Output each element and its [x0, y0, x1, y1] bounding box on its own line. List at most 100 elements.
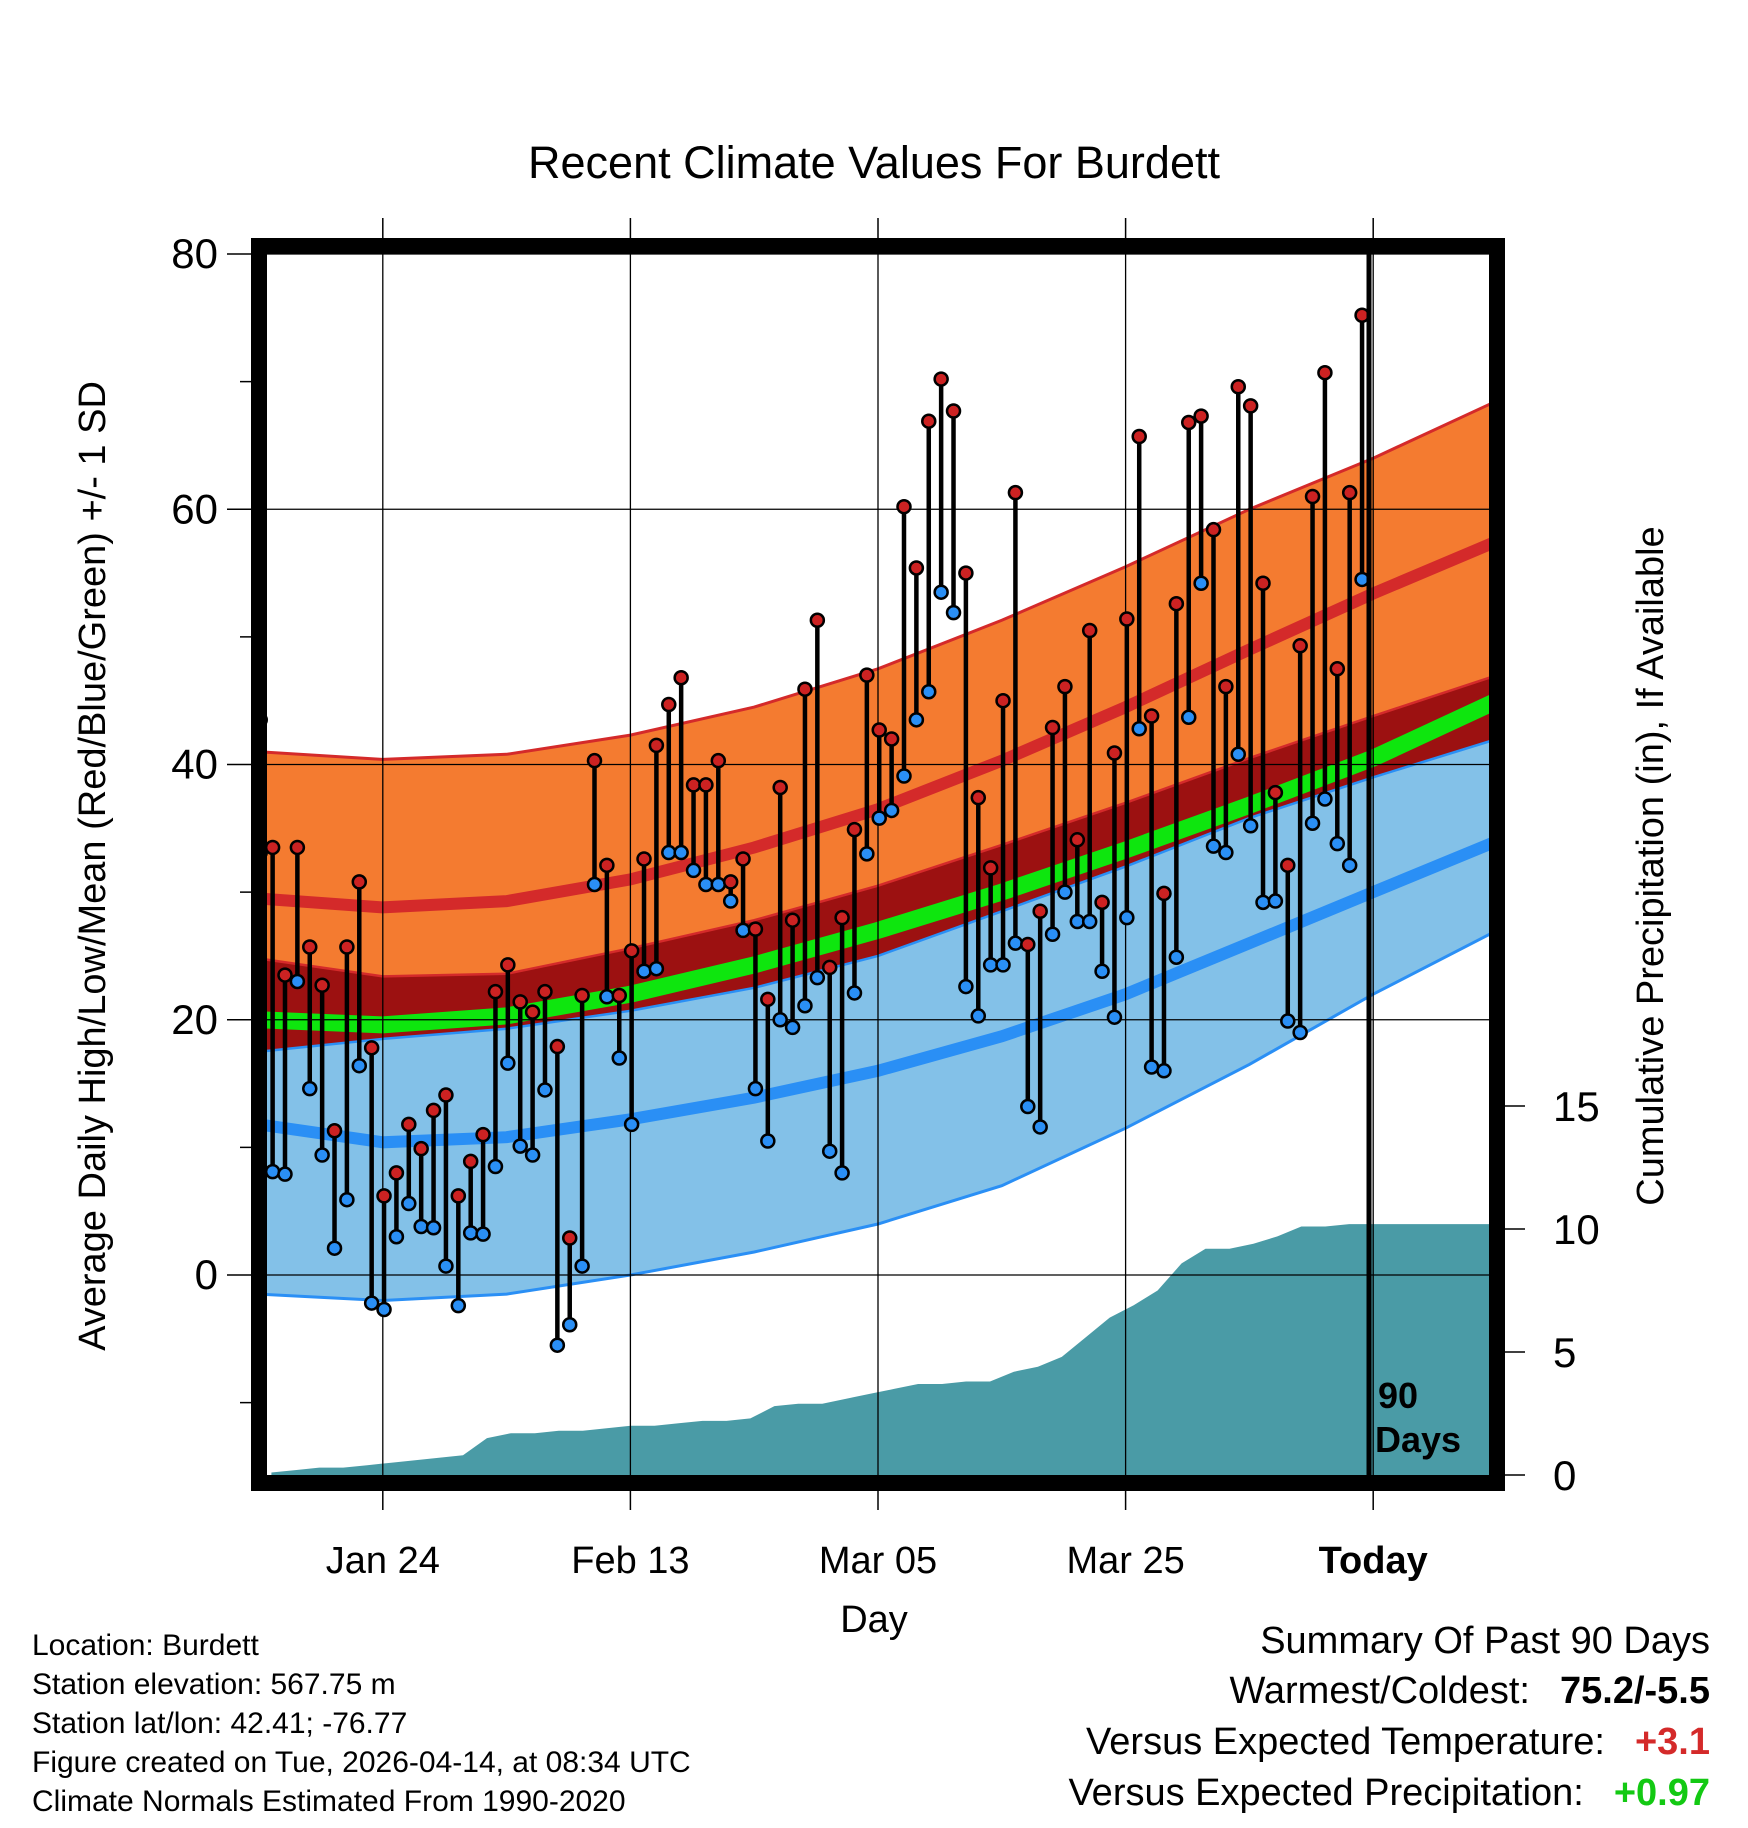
daily-high-point — [871, 722, 887, 738]
daily-low-point — [834, 1165, 850, 1181]
daily-low-point — [1069, 913, 1086, 930]
precip-area — [271, 1224, 1497, 1475]
daily-low-point — [846, 985, 863, 1001]
daily-low-point — [376, 1301, 392, 1318]
daily-low-point — [277, 1166, 293, 1182]
daily-high-point — [401, 1116, 417, 1133]
daily-high-point — [982, 860, 999, 876]
daily-high-point — [1106, 745, 1123, 761]
daily-low-point — [1044, 926, 1061, 942]
daily-high-point — [1081, 622, 1098, 639]
daily-low-point — [450, 1297, 467, 1314]
daily-low-point — [326, 1240, 343, 1256]
latlon-text: Station lat/lon: 42.41; -76.77 — [32, 1707, 408, 1740]
daily-high-point — [1069, 832, 1086, 848]
daily-high-point — [388, 1165, 405, 1181]
daily-low-point — [921, 684, 937, 700]
x-tick-label: Jan 24 — [326, 1540, 440, 1582]
daily-low-point — [1180, 709, 1197, 726]
daily-low-point — [401, 1195, 417, 1212]
daily-high-point — [289, 839, 306, 856]
daily-low-point — [1242, 818, 1259, 834]
daily-high-point — [661, 696, 677, 713]
y-axis-label: Average Daily High/Low/Mean (Red/Blue/Gr… — [72, 381, 114, 1351]
daily-high-point — [1329, 661, 1346, 677]
daily-low-point — [561, 1317, 578, 1333]
daily-low-point — [1094, 963, 1110, 980]
daily-low-point — [1255, 894, 1271, 911]
daily-high-point — [326, 1123, 343, 1139]
daily-high-point — [1218, 678, 1234, 695]
daily-high-point — [995, 692, 1011, 709]
daily-low-point — [388, 1228, 405, 1245]
summary-precip-row: Versus Expected Precipitation: +0.97 — [1068, 1772, 1710, 1823]
y2-tick-label: 0 — [1553, 1452, 1576, 1499]
daily-high-point — [784, 912, 801, 928]
daily-low-point — [611, 1050, 628, 1066]
daily-low-point — [1032, 1119, 1048, 1135]
summary-temp-row: Versus Expected Temperature: +3.1 — [1068, 1721, 1710, 1772]
daily-low-point — [1329, 835, 1346, 852]
daily-low-point — [1341, 857, 1358, 874]
daily-high-point — [1156, 885, 1172, 902]
daily-high-point — [475, 1126, 491, 1143]
daily-high-point — [524, 1004, 541, 1020]
daily-high-point — [561, 1230, 578, 1246]
temp-value: +3.1 — [1634, 1721, 1710, 1763]
daily-high-point — [425, 1102, 442, 1119]
daily-low-point — [821, 1143, 838, 1159]
daily-high-point — [1304, 488, 1321, 505]
daily-high-point — [413, 1140, 429, 1157]
y-tick-label: 40 — [171, 741, 218, 788]
daily-high-point — [1057, 678, 1073, 695]
daily-low-point — [1106, 1009, 1123, 1025]
daily-high-point — [797, 681, 813, 697]
daily-high-point — [859, 667, 875, 683]
daily-low-point — [760, 1133, 776, 1149]
daily-low-point — [995, 957, 1011, 973]
y-axis: 0 20 40 60 80 — [171, 230, 251, 1404]
daily-low-point — [735, 922, 751, 939]
daily-low-point — [648, 960, 665, 977]
daily-high-point — [1119, 611, 1135, 627]
daily-high-point — [1205, 521, 1222, 538]
daily-low-point — [524, 1147, 541, 1163]
y2-axis: 0 5 10 15 — [1505, 1083, 1600, 1499]
daily-high-point — [277, 967, 293, 983]
y-tick-label: 60 — [171, 485, 218, 532]
daily-high-point — [462, 1153, 479, 1170]
daily-low-point — [933, 584, 949, 600]
x-tick-label: Today — [1319, 1540, 1428, 1582]
daily-high-point — [698, 777, 714, 793]
daily-low-point — [1119, 909, 1135, 926]
daily-low-point — [1143, 1059, 1160, 1075]
daily-low-point — [1007, 935, 1024, 951]
daily-low-point — [302, 1080, 318, 1097]
daily-low-point — [1317, 791, 1333, 807]
summary-heading: Summary Of Past 90 Days — [1260, 1620, 1710, 1662]
daily-low-point — [314, 1147, 330, 1163]
daily-high-point — [623, 943, 640, 959]
daily-low-point — [487, 1158, 504, 1175]
precip-value: +0.97 — [1613, 1772, 1710, 1814]
daily-high-point — [896, 498, 912, 515]
daily-high-point — [1032, 903, 1048, 920]
station-info: Location: Burdett Station elevation: 567… — [32, 1626, 691, 1821]
daily-high-point — [883, 731, 900, 747]
temp-label: Versus Expected Temperature: — [1086, 1721, 1605, 1763]
precip-fill — [271, 1224, 1497, 1475]
daily-low-point — [623, 1116, 640, 1133]
daily-high-point — [1094, 894, 1110, 911]
daily-high-point — [574, 987, 590, 1004]
daily-low-point — [1292, 1024, 1308, 1041]
daily-high-point — [302, 939, 318, 955]
daily-low-point — [1304, 815, 1321, 831]
daily-high-point — [747, 921, 764, 937]
summary-panel: Summary Of Past 90 Days Warmest/Coldest:… — [1068, 1620, 1710, 1823]
daily-low-point — [784, 1019, 801, 1036]
daily-high-point — [933, 371, 949, 387]
daily-low-point — [970, 1008, 987, 1024]
created-text: Figure created on Tue, 2026-04-14, at 08… — [32, 1746, 691, 1779]
daily-high-point — [958, 565, 974, 581]
